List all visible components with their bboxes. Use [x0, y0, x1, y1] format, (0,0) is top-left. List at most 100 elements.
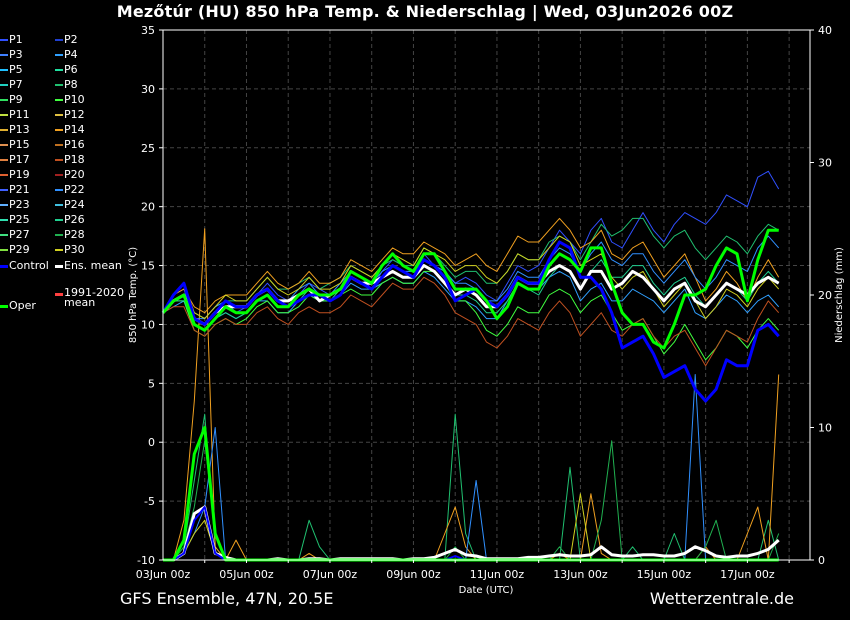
legend-swatch — [0, 219, 8, 221]
temp-line-control — [161, 240, 780, 403]
legend-label: P7 — [9, 78, 23, 91]
legend-swatch — [55, 249, 63, 251]
legend-label: P26 — [64, 213, 85, 226]
legend-label: P19 — [9, 168, 30, 181]
legend-swatch — [55, 174, 63, 176]
legend-label: P22 — [64, 183, 85, 196]
legend-swatch — [55, 234, 63, 236]
x-tick-label: 11Jun 00z — [470, 568, 525, 581]
legend-swatch — [55, 265, 63, 268]
y2-tick-label: 10 — [818, 422, 832, 435]
model-info: GFS Ensemble, 47N, 20.5E — [120, 589, 334, 608]
legend-label: P18 — [64, 153, 85, 166]
temp-line-oper — [161, 228, 779, 350]
legend-swatch — [0, 114, 8, 116]
legend-label: P27 — [9, 228, 30, 241]
y-tick-label: 15 — [141, 260, 155, 273]
temp-line-p1 — [162, 170, 780, 325]
legend-label: P20 — [64, 168, 85, 181]
legend-swatch — [0, 204, 8, 206]
legend-swatch — [55, 69, 63, 71]
legend-label: P16 — [64, 138, 85, 151]
grid — [163, 30, 810, 560]
x-axis-label: Date (UTC) — [459, 585, 514, 596]
legend-swatch — [0, 129, 8, 131]
legend-swatch — [55, 144, 63, 146]
precip-line-p28 — [163, 440, 780, 561]
legend-swatch — [55, 114, 63, 116]
legend-label-continuation: mean — [64, 296, 96, 309]
legend-swatch — [0, 234, 8, 236]
legend-label: P25 — [9, 213, 30, 226]
x-tick-label: 03Jun 00z — [136, 568, 191, 581]
precipitation-series — [163, 228, 780, 562]
legend-swatch — [0, 249, 8, 251]
legend: P1 P2 P3 P4 P5 P6 P7 P8 P9 P10 P11 P12 P13 P14 P15 P16 P… — [0, 0, 130, 330]
site-link[interactable]: Wetterzentrale.de — [649, 589, 794, 608]
temp-line-p30 — [162, 235, 780, 320]
y2-axis-label: Niederschlag (mm) — [834, 247, 845, 343]
legend-label: P21 — [9, 183, 30, 196]
legend-swatch — [55, 219, 63, 221]
legend-label: P1 — [9, 33, 23, 46]
x-tick-label: 09Jun 00z — [386, 568, 441, 581]
legend-swatch — [0, 305, 8, 308]
y-tick-label: 30 — [141, 83, 155, 96]
legend-label: P11 — [9, 108, 30, 121]
y2-tick-label: 40 — [818, 24, 832, 37]
legend-swatch — [55, 99, 63, 101]
legend-label: P9 — [9, 93, 23, 106]
legend-label: P28 — [64, 228, 85, 241]
y-tick-label: -10 — [137, 554, 155, 567]
temp-line-p18 — [162, 276, 780, 367]
legend-label: P5 — [9, 63, 23, 76]
legend-swatch — [55, 189, 63, 191]
legend-label: P14 — [64, 123, 85, 136]
y2-tick-label: 20 — [818, 289, 832, 302]
x-tick-label: 07Jun 00z — [303, 568, 358, 581]
legend-label: Ens. mean — [64, 259, 122, 272]
legend-swatch — [0, 84, 8, 86]
x-tick-label: 13Jun 00z — [553, 568, 608, 581]
chart-title: Mezőtúr (HU) 850 hPa Temp. & Niederschla… — [116, 2, 734, 21]
legend-label: P15 — [9, 138, 30, 151]
x-tick-label: 05Jun 00z — [219, 568, 274, 581]
legend-label: P10 — [64, 93, 85, 106]
legend-swatch — [55, 54, 63, 56]
legend-swatch — [0, 39, 8, 41]
legend-swatch — [0, 189, 8, 191]
legend-swatch — [0, 174, 8, 176]
legend-swatch — [0, 54, 8, 56]
legend-swatch — [0, 159, 8, 161]
legend-label: Control — [9, 259, 49, 272]
legend-swatch — [0, 265, 8, 268]
y2-tick-label: 0 — [818, 554, 825, 567]
temp-line-p4 — [162, 270, 780, 331]
legend-swatch — [0, 99, 8, 101]
legend-label: P24 — [64, 198, 85, 211]
legend-swatch — [55, 159, 63, 161]
y2-tick-label: 30 — [818, 157, 832, 170]
legend-swatch — [55, 39, 63, 41]
legend-swatch — [0, 69, 8, 71]
precip-line-p14 — [163, 228, 780, 561]
legend-label: P2 — [64, 33, 78, 46]
y-tick-label: -5 — [144, 495, 155, 508]
legend-label: P29 — [9, 243, 30, 256]
legend-label: P30 — [64, 243, 85, 256]
y-tick-label: 20 — [141, 201, 155, 214]
legend-swatch — [55, 204, 63, 206]
y-tick-label: 25 — [141, 142, 155, 155]
legend-label: P12 — [64, 108, 85, 121]
legend-label: P8 — [64, 78, 78, 91]
legend-label: P3 — [9, 48, 23, 61]
legend-swatch — [55, 129, 63, 131]
legend-label: P17 — [9, 153, 30, 166]
y-tick-label: 0 — [148, 436, 155, 449]
axes: 35 30 25 20 15 10 5 0 -5 -10 40 30 20 10 0 03Jun 00z 05J… — [136, 24, 832, 581]
temperature-series — [161, 170, 780, 403]
legend-swatch — [55, 293, 63, 296]
x-tick-label: 15Jun 00z — [637, 568, 692, 581]
legend-label: P4 — [64, 48, 78, 61]
